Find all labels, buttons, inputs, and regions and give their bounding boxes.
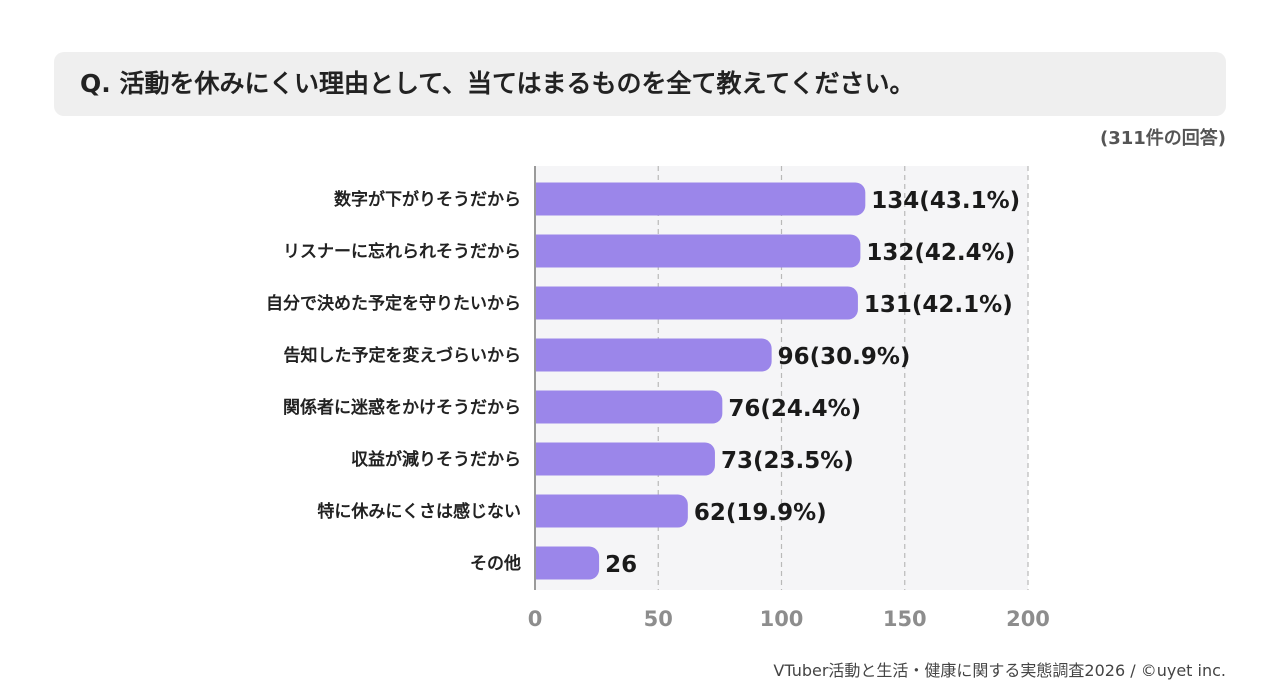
bar-edge-0 <box>535 182 547 216</box>
data-label-4: 76(24.4%) <box>728 396 861 422</box>
bar-edge-6 <box>535 494 547 528</box>
data-label-2: 131(42.1%) <box>864 292 1013 318</box>
data-label-5: 73(23.5%) <box>721 448 854 474</box>
response-count: (311件の回答) <box>1099 128 1226 149</box>
bar-2 <box>535 286 858 320</box>
x-tick-label-50: 50 <box>644 607 673 631</box>
bar-4 <box>535 390 723 424</box>
bar-5 <box>535 442 715 476</box>
source-credit: VTuber活動と生活・健康に関する実態調査2026 / ©uyet inc. <box>773 661 1226 680</box>
x-tick-label-0: 0 <box>528 607 543 631</box>
bar-3 <box>535 338 772 372</box>
x-tick-label-100: 100 <box>760 607 804 631</box>
bar-edge-3 <box>535 338 547 372</box>
x-tick-label-200: 200 <box>1006 607 1050 631</box>
category-label-3: 告知した予定を変えづらいから <box>284 345 522 366</box>
bar-1 <box>535 234 861 268</box>
category-label-4: 関係者に迷惑をかけそうだから <box>283 397 521 418</box>
category-label-5: 収益が減りそうだから <box>351 449 521 470</box>
bar-edge-7 <box>535 546 547 580</box>
bar-edge-2 <box>535 286 547 320</box>
bar-edge-4 <box>535 390 547 424</box>
data-label-7: 26 <box>605 552 637 578</box>
category-label-2: 自分で決めた予定を守りたいから <box>266 293 521 314</box>
category-label-6: 特に休みにくさは感じない <box>317 501 521 522</box>
bar-7 <box>535 546 600 580</box>
bar-6 <box>535 494 688 528</box>
data-label-3: 96(30.9%) <box>778 344 911 370</box>
bar-edge-5 <box>535 442 547 476</box>
bar-0 <box>535 182 866 216</box>
question-banner: Q. 活動を休みにくい理由として、当てはまるものを全て教えてください。 <box>54 52 1226 116</box>
chart-title: Q. 活動を休みにくい理由として、当てはまるものを全て教えてください。 <box>80 69 915 98</box>
category-label-7: その他 <box>470 553 521 574</box>
data-label-0: 134(43.1%) <box>871 188 1020 214</box>
data-label-6: 62(19.9%) <box>694 500 827 526</box>
category-label-1: リスナーに忘れられそうだから <box>283 241 521 262</box>
category-label-0: 数字が下がりそうだから <box>334 189 521 210</box>
x-tick-label-150: 150 <box>883 607 927 631</box>
bar-edge-1 <box>535 234 547 268</box>
data-label-1: 132(42.4%) <box>866 240 1015 266</box>
